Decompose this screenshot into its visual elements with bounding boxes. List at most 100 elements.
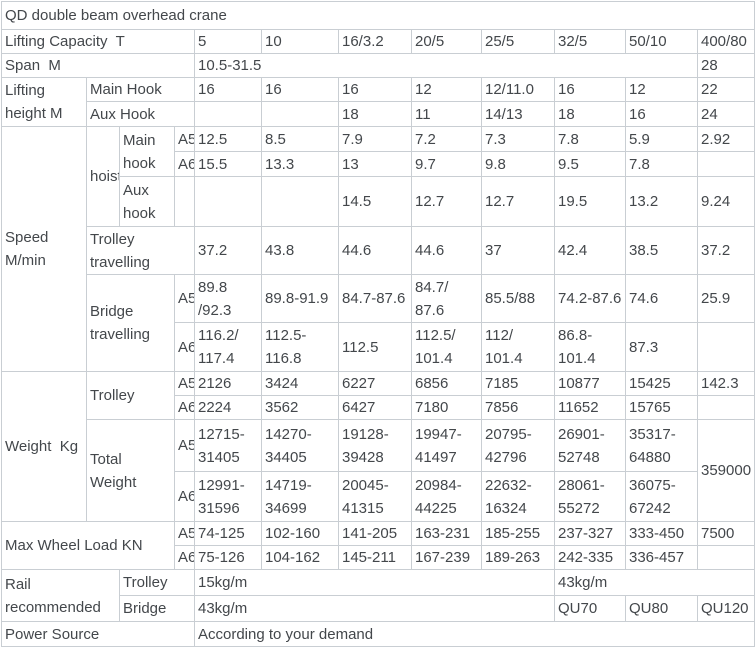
row-label-span: Span M <box>1 53 195 78</box>
duty-class-a5: A5 <box>174 371 195 396</box>
weight-total-a5-value: 14270- 34405 <box>261 419 339 472</box>
speed-bridge-a6-value: 112.5/ 101.4 <box>411 322 482 372</box>
speed-aux-value: 9.24 <box>697 176 755 227</box>
weight-total-a6-value: 22632- 16324 <box>481 471 555 522</box>
speed-bridge-a5-value: 74.6 <box>625 274 698 323</box>
capacity-value: 16/3.2 <box>338 29 412 54</box>
weight-total-a6-value: 36075- 67242 <box>625 471 698 522</box>
speed-aux-value: 14.5 <box>338 176 412 227</box>
wheel-load-a5-value: 333-450 <box>625 521 698 546</box>
power-source-value: According to your demand <box>194 621 755 647</box>
weight-trolley-a6-value: 6427 <box>338 395 412 420</box>
weight-trolley-a6-value: 2224 <box>194 395 262 420</box>
weight-trolley-a5-value: 2126 <box>194 371 262 396</box>
row-label-power-source: Power Source <box>1 621 195 647</box>
aux-hook-height-value: 16 <box>625 101 698 127</box>
wheel-load-a5-value: 163-231 <box>411 521 482 546</box>
speed-main-a6-value: 15.5 <box>194 151 262 177</box>
wheel-load-a5-value: 141-205 <box>338 521 412 546</box>
wheel-load-a6-value: 189-263 <box>481 545 555 570</box>
speed-bridge-a6-value: 86.8- 101.4 <box>554 322 626 372</box>
wheel-load-a5-value: 74-125 <box>194 521 262 546</box>
weight-total-a6-value: 20045- 41315 <box>338 471 412 522</box>
speed-main-a6-value: 13.3 <box>261 151 339 177</box>
main-hook-height-value: 12 <box>625 77 698 102</box>
capacity-value: 400/80 <box>697 29 755 54</box>
row-label-aux-hook-height: Aux Hook <box>86 101 195 127</box>
weight-trolley-a5-value: 7185 <box>481 371 555 396</box>
row-label-hoist-main-hook: Main hook <box>119 126 175 177</box>
speed-bridge-a6-value: 112/ 101.4 <box>481 322 555 372</box>
weight-trolley-a5-value: 142.3 <box>697 371 755 396</box>
wheel-load-a6-value: 104-162 <box>261 545 339 570</box>
span-value: 10.5-31.5 <box>194 53 698 78</box>
duty-class-a6: A6 <box>174 471 195 522</box>
speed-main-a6-value: 9.7 <box>411 151 482 177</box>
speed-bridge-a6-value: 87.3 <box>625 322 698 372</box>
main-hook-height-value: 12 <box>411 77 482 102</box>
row-label-hoist: hoist <box>86 126 120 227</box>
speed-main-a6-value: 7.8 <box>625 151 698 177</box>
row-label-speed: Speed M/min <box>1 126 87 372</box>
rail-bridge-value: 43kg/m <box>194 595 555 622</box>
wheel-load-a5-value: 237-327 <box>554 521 626 546</box>
duty-class-a6: A6 <box>174 545 195 570</box>
weight-trolley-a5-value: 6227 <box>338 371 412 396</box>
row-label-weight-trolley: Trolley <box>86 371 175 420</box>
speed-trolley-value: 44.6 <box>411 226 482 275</box>
weight-total-a5-value: 19947- 41497 <box>411 419 482 472</box>
weight-trolley-a6-value <box>697 395 755 420</box>
weight-total-a5-value: 26901- 52748 <box>554 419 626 472</box>
speed-main-a6-value: 13 <box>338 151 412 177</box>
speed-bridge-a5-value: 74.2-87.6 <box>554 274 626 323</box>
duty-class-a6: A6 <box>174 322 195 372</box>
duty-class-a5: A5 <box>174 274 195 323</box>
speed-main-a5-value: 5.9 <box>625 126 698 152</box>
wheel-load-a6-value: 75-126 <box>194 545 262 570</box>
duty-class-empty <box>174 176 195 227</box>
weight-total-a6-value: 20984- 44225 <box>411 471 482 522</box>
row-label-max-wheel-load: Max Wheel Load KN <box>1 521 175 570</box>
row-label-rail-recommended: Rail recommended <box>1 569 120 622</box>
speed-aux-value: 12.7 <box>411 176 482 227</box>
weight-trolley-a5-value: 15425 <box>625 371 698 396</box>
row-label-lifting-height: Lifting height M <box>1 77 87 127</box>
wheel-load-a6-value: 242-335 <box>554 545 626 570</box>
rail-model-value: QU120 <box>697 595 755 622</box>
main-hook-height-value: 16 <box>194 77 262 102</box>
speed-aux-value: 13.2 <box>625 176 698 227</box>
speed-main-a5-value: 7.3 <box>481 126 555 152</box>
capacity-value: 10 <box>261 29 339 54</box>
weight-total-a5-value: 35317- 64880 <box>625 419 698 472</box>
table-title: QD double beam overhead crane <box>1 1 755 30</box>
weight-trolley-a5-value: 10877 <box>554 371 626 396</box>
capacity-value: 20/5 <box>411 29 482 54</box>
weight-total-a5-value: 12715- 31405 <box>194 419 262 472</box>
wheel-load-a5-value: 7500 <box>697 521 755 546</box>
wheel-load-a6-value <box>697 545 755 570</box>
speed-main-a6-value <box>697 151 755 177</box>
weight-trolley-a5-value: 6856 <box>411 371 482 396</box>
weight-total-a6-value: 12991- 31596 <box>194 471 262 522</box>
wheel-load-a6-value: 336-457 <box>625 545 698 570</box>
speed-bridge-a5-value: 84.7/ 87.6 <box>411 274 482 323</box>
speed-bridge-a5-value: 84.7-87.6 <box>338 274 412 323</box>
capacity-value: 25/5 <box>481 29 555 54</box>
main-hook-height-value: 16 <box>338 77 412 102</box>
main-hook-height-value: 16 <box>554 77 626 102</box>
duty-class-a6: A6 <box>174 395 195 420</box>
weight-trolley-a5-value: 3424 <box>261 371 339 396</box>
speed-bridge-a5-value: 89.8-91.9 <box>261 274 339 323</box>
weight-total-a6-value: 14719- 34699 <box>261 471 339 522</box>
capacity-value: 32/5 <box>554 29 626 54</box>
weight-total-merged-value: 359000 <box>697 419 755 522</box>
row-label-rail-trolley: Trolley <box>119 569 195 596</box>
speed-aux-value: 12.7 <box>481 176 555 227</box>
duty-class-a5: A5 <box>174 419 195 472</box>
speed-bridge-a6-value <box>697 322 755 372</box>
speed-trolley-value: 43.8 <box>261 226 339 275</box>
rail-model-value: QU80 <box>625 595 698 622</box>
rail-trolley-value-right: 43kg/m <box>554 569 755 596</box>
aux-hook-height-value <box>194 101 262 127</box>
row-label-rail-bridge: Bridge <box>119 595 195 622</box>
